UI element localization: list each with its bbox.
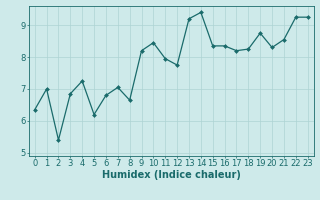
X-axis label: Humidex (Indice chaleur): Humidex (Indice chaleur) xyxy=(102,170,241,180)
